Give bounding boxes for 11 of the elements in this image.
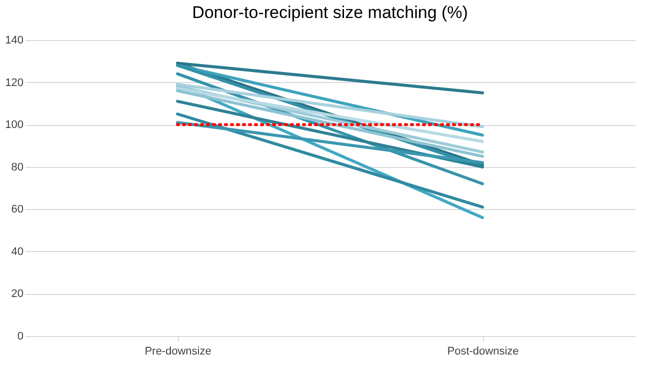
y-tick-label: 0 <box>17 330 24 342</box>
y-tick-label: 40 <box>11 246 24 258</box>
y-tick-label: 140 <box>5 34 24 46</box>
y-tick-label: 120 <box>5 76 24 89</box>
y-tick-label: 60 <box>11 204 24 216</box>
y-tick-label: 80 <box>11 161 24 174</box>
x-tick-label: Pre-downsize <box>144 346 212 358</box>
y-tick-label: 100 <box>5 119 24 132</box>
y-tick-label: 20 <box>11 288 24 300</box>
chart-title: Donor-to-recipient size matching (%) <box>192 3 468 22</box>
x-tick-label: Post-downsize <box>447 346 519 358</box>
